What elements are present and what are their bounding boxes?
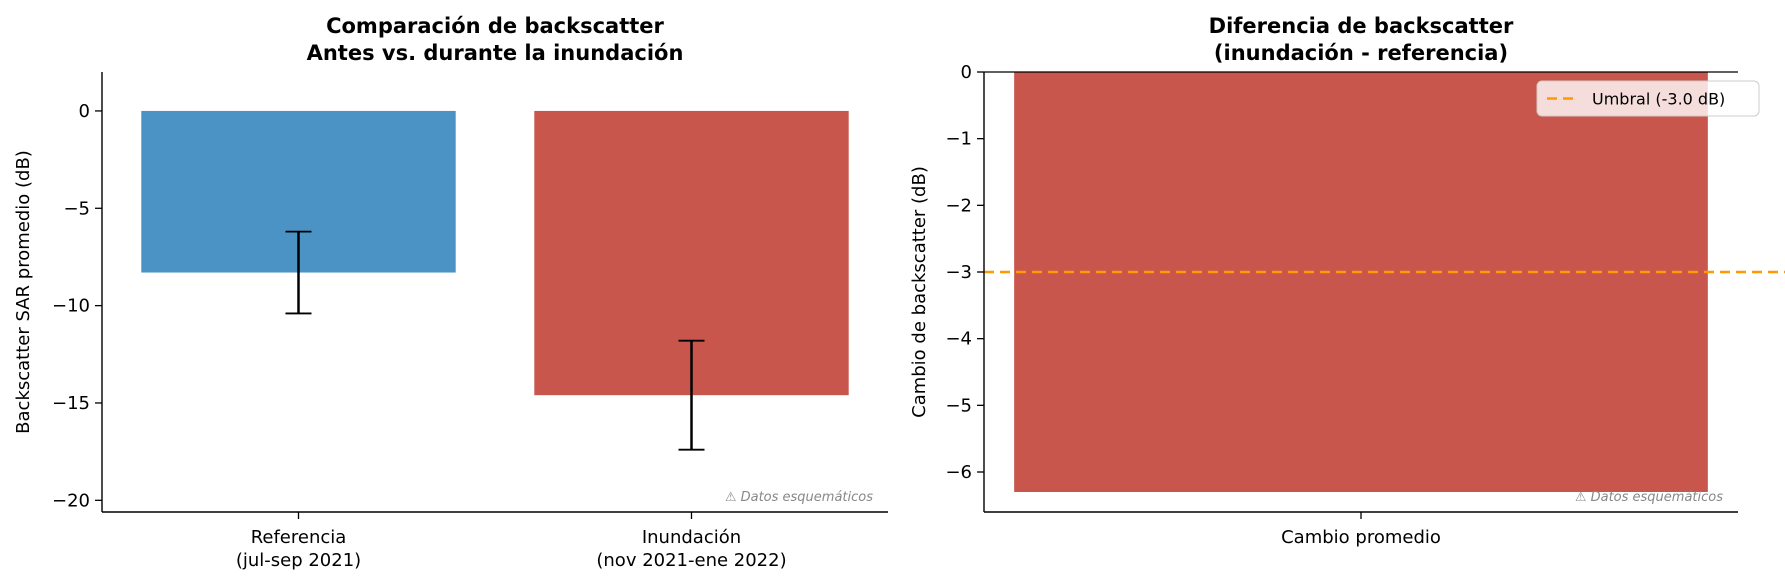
x-tick-label: Inundación [642, 527, 741, 548]
chart-panel-2 [977, 71, 1785, 519]
y-tick-label: −5 [63, 198, 90, 219]
y-tick-label: −6 [945, 462, 972, 483]
y-tick-label: −5 [945, 395, 972, 416]
y-tick-label: −20 [52, 490, 90, 511]
chart-title: (inundación - referencia) [1214, 41, 1508, 65]
x-tick-label: (jul-sep 2021) [236, 550, 361, 571]
y-axis-label: Backscatter SAR promedio (dB) [13, 150, 34, 434]
y-tick-label: −1 [945, 129, 972, 150]
y-tick-label: −10 [52, 296, 90, 317]
chart-panel-1 [95, 72, 888, 519]
chart-title: Comparación de backscatter [326, 14, 664, 38]
legend-label: Umbral (-3.0 dB) [1592, 90, 1725, 109]
x-tick-label: (nov 2021-ene 2022) [596, 550, 786, 571]
bar [1014, 72, 1708, 492]
legend-box [1536, 80, 1760, 117]
y-tick-label: −15 [52, 393, 90, 414]
y-tick-label: 0 [79, 101, 90, 122]
data-note: ⚠ Datos esquemáticos [725, 490, 873, 505]
x-tick-label: Cambio promedio [1281, 527, 1441, 548]
y-tick-label: 0 [961, 62, 972, 83]
x-tick-label: Referencia [251, 527, 347, 548]
data-note: ⚠ Datos esquemáticos [1575, 490, 1723, 505]
y-axis-label: Cambio de backscatter (dB) [909, 166, 930, 418]
chart-title: Antes vs. durante la inundación [307, 41, 684, 65]
y-tick-label: −3 [945, 262, 972, 283]
y-tick-label: −2 [945, 195, 972, 216]
y-tick-label: −4 [945, 329, 972, 350]
chart-title: Diferencia de backscatter [1209, 14, 1514, 38]
